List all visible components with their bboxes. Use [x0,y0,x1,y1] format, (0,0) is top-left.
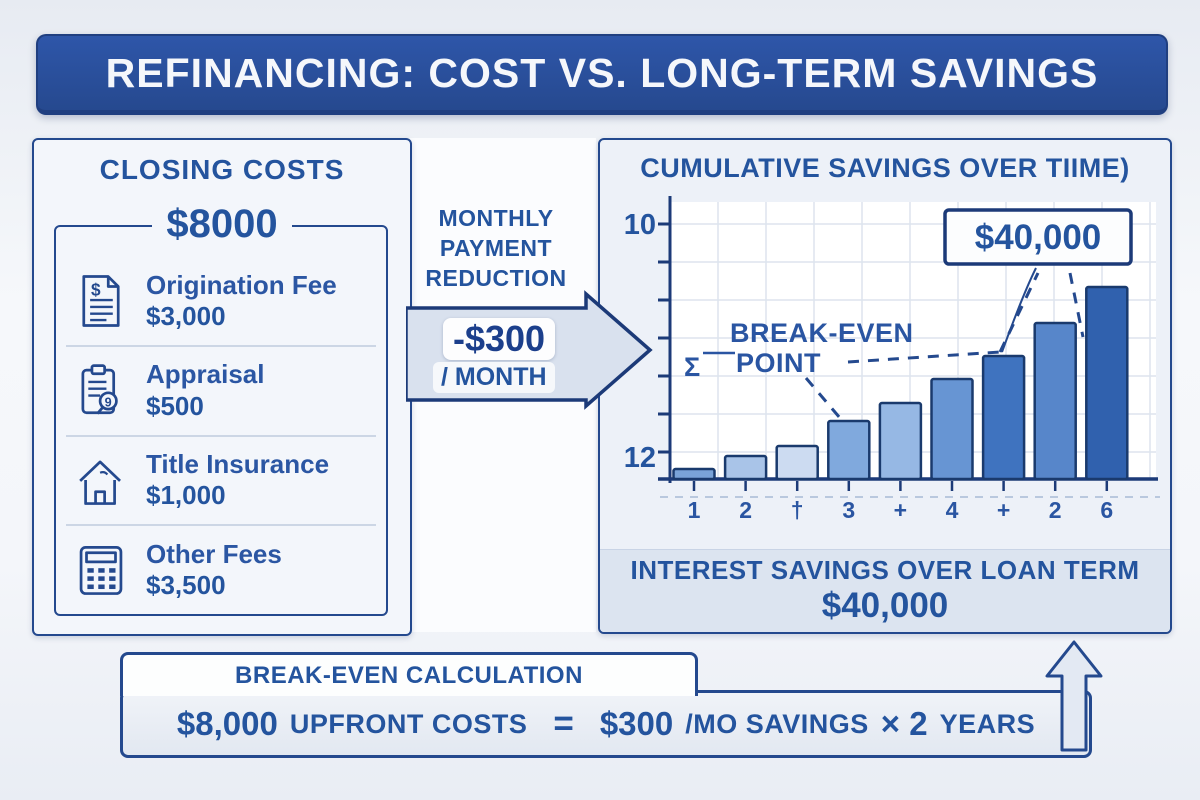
chart-bar [981,354,1026,481]
savings-bar-chart: 10 12 1 2 † 3 +4 +2 6 Σ BREAK-EVEN POINT $40,0… [624,196,1160,523]
divider [66,344,376,347]
times-two: × 2 [880,705,928,742]
x-axis-label: + [997,497,1010,523]
chart-bar [672,467,716,481]
chart-bar [827,419,871,481]
x-axis-label: 4 [946,497,959,523]
item-amount: $3,000 [146,300,226,331]
y-axis-label-bottom: 12 [624,442,656,474]
chart-bars [672,285,1129,481]
list-item-title-insurance: Title Insurance $1,000 [56,437,386,525]
x-axis-label: † [791,497,804,523]
item-label: Other Fees [146,538,282,569]
chart-bar [878,401,923,481]
chart-bar [723,454,768,481]
x-axis-label: 2 [1049,497,1062,523]
item-label: Title Insurance [146,449,330,480]
monthly-savings-amount: $300 [599,705,674,742]
chart-bar [1033,321,1077,481]
up-arrow [1045,640,1103,752]
callout-box [943,208,1133,266]
break-even-label-line2: POINT [736,348,821,378]
years-label: YEARS [939,708,1036,739]
divider [66,524,376,527]
footer-amount: $40,000 [821,585,949,625]
item-amount: $3,500 [146,570,226,601]
page-title: REFINANCING: COST VS. LONG-TERM SAVINGS [105,49,1099,96]
item-amount: $500 [146,390,204,421]
calculator-icon [79,546,123,596]
item-amount: $1,000 [146,480,226,511]
upfront-costs-label: UPFRONT COSTS [289,708,528,739]
callout-amount: $40,000 [975,218,1102,257]
interest-savings-footer: INTEREST SAVINGS OVER LOAN TERM $40,000 [600,549,1170,632]
x-axis-label: 1 [688,497,701,523]
y-axis-label-top: 10 [624,209,656,241]
x-axis-label: 6 [1100,497,1113,523]
chart-bar [775,444,819,481]
break-even-curve [1001,267,1037,353]
chart-title: CUMULATIVE SAVINGS OVER TIIME) [640,153,1130,183]
closing-costs-total: $8000 [34,202,410,247]
monthly-reduction-per: / MONTH [433,362,555,393]
chart-bar [930,377,974,481]
x-axis-label: 2 [739,497,752,523]
list-item-appraisal: 9 Appraisal $500 [56,347,386,435]
list-item-origination-fee: $ Origination Fee $3,000 [56,257,386,345]
chart-bar [1085,285,1129,481]
break-even-calc-tab: BREAK-EVEN CALCULATION [120,652,698,696]
monthly-reduction-amount: -$300 [443,318,556,360]
break-even-calc-band: $8,000 UPFRONT COSTS = $300 /MO SAVINGS … [120,690,1092,758]
break-even-label-line1: BREAK-EVEN [730,318,914,348]
x-axis-label: 3 [842,497,855,523]
house-icon [79,460,121,506]
svg-text:$: $ [91,279,101,299]
monthly-savings-label: /MO SAVINGS [685,708,869,739]
document-dollar-icon: $ [82,275,120,327]
svg-text:9: 9 [105,395,112,409]
title-banner: REFINANCING: COST VS. LONG-TERM SAVINGS [36,34,1168,115]
list-item-other-fees: Other Fees $3,500 [56,526,386,614]
chart-x-labels: 1 2 † 3 +4 +2 6 [688,497,1114,523]
monthly-reduction-label: MONTHLY PAYMENT REDUCTION [425,205,567,291]
break-even-dashed-lines [804,272,1085,419]
divider [66,434,376,437]
item-label: Origination Fee [146,269,337,300]
footer-label: INTEREST SAVINGS OVER LOAN TERM [630,554,1140,585]
sigma-glyph: Σ [684,352,700,382]
closing-costs-panel: CLOSING COSTS $8000 $ Origination Fee $3… [32,138,412,636]
equals-sign: = [553,704,574,743]
upfront-costs-amount: $8,000 [176,705,278,742]
closing-costs-list: $ Origination Fee $3,000 [54,225,388,616]
closing-costs-title: CLOSING COSTS [99,154,345,185]
item-label: Appraisal [146,359,265,390]
appraisal-clipboard-icon: 9 [81,363,118,415]
x-axis-label: + [894,497,907,523]
chart-x-ticks [692,481,1109,491]
cumulative-savings-panel: CUMULATIVE SAVINGS OVER TIIME) [598,138,1172,634]
